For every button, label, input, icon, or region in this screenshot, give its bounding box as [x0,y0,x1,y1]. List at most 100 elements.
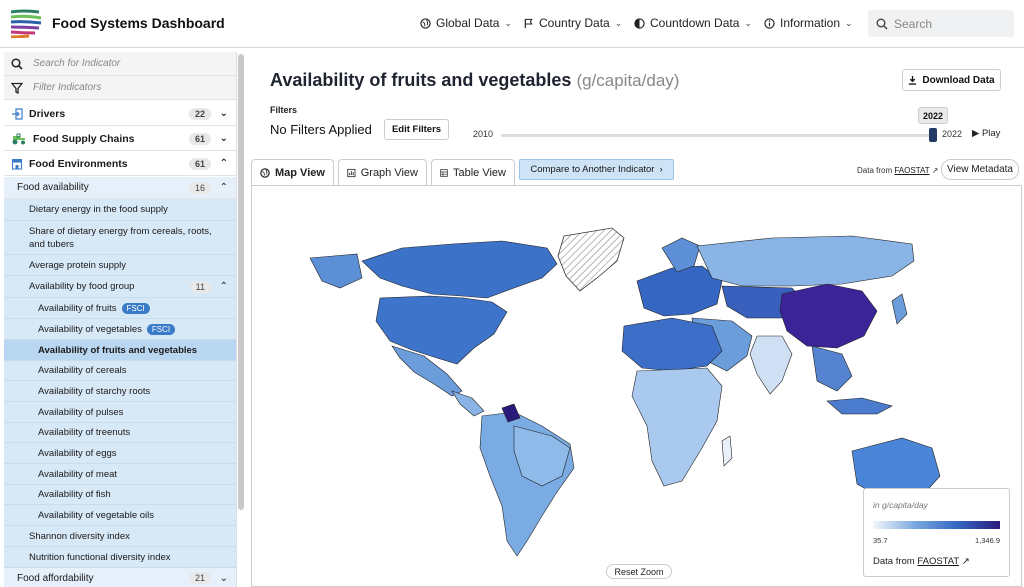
nav-country-data[interactable]: Country Data ⌄ [524,16,622,30]
main-content: Availability of fruits and vegetables (g… [248,48,1024,587]
download-data-label: Download Data [922,74,995,86]
year-slider-handle[interactable] [929,128,937,142]
legend-min-value: 35.7 [873,536,888,545]
chevron-up-icon[interactable]: ⌃ [219,281,228,292]
data-source-prefix: Data from [857,166,893,175]
page-title-text: Availability of fruits and vegetables [270,70,572,90]
compare-indicator-button[interactable]: Compare to Another Indicator › [519,159,674,180]
play-button[interactable]: ▶ Play [972,128,1000,139]
indicator-search-input[interactable] [33,58,213,69]
chevron-down-icon[interactable]: ⌄ [219,108,228,119]
download-data-button[interactable]: Download Data [902,69,1001,91]
year-start-label: 2010 [473,129,494,139]
list-item[interactable]: Dietary energy in the food supply [4,199,236,221]
list-item[interactable]: Availability of eggs [4,443,236,464]
world-choropleth-map[interactable] [252,186,1022,587]
list-item[interactable]: Average protein supply [4,255,236,276]
no-filters-text: No Filters Applied [270,122,372,137]
sidebar-scrollbar[interactable] [238,54,244,510]
chevron-up-icon[interactable]: ⌃ [219,158,228,169]
tab-graph-view[interactable]: Graph View [338,159,427,185]
list-item-label: Availability of cereals [38,365,127,376]
category-drivers-label: Drivers [29,107,66,120]
subcategory-food-affordability[interactable]: Food affordability 21 ⌄ [4,568,236,587]
africa-shape [631,367,723,487]
nav-countdown-data-label: Countdown Data [650,16,740,30]
tab-table-view[interactable]: Table View [431,159,515,185]
nav-countdown-data[interactable]: Countdown Data ⌄ [634,16,752,30]
globe-icon [420,17,431,29]
external-link-icon: ↗ [961,556,970,567]
arrow-into-box-icon [12,107,23,120]
chevron-down-icon: ⌄ [614,17,623,28]
year-end-label: 2022 [942,129,963,139]
list-item[interactable]: Availability of vegetables FSCI [4,319,236,340]
data-source-top: Data from FAOSTAT ↗ [857,166,938,175]
chevron-right-icon: › [659,164,663,175]
chevron-down-icon: ⌄ [744,17,752,28]
list-item[interactable]: Availability of fish [4,485,236,505]
nav-information[interactable]: Information ⌄ [764,16,853,30]
food-systems-logo-icon[interactable] [9,8,45,38]
data-source-link[interactable]: FAOSTAT [894,166,930,175]
legend-source-prefix: Data from [873,556,915,567]
indicator-filter-input[interactable] [33,82,213,93]
edit-filters-button[interactable]: Edit Filters [384,119,449,140]
list-item-label: Share of dietary energy from cereals, ro… [29,225,212,250]
play-label: Play [981,128,1001,139]
globe-icon [260,168,270,178]
view-metadata-button[interactable]: View Metadata [941,159,1019,180]
map-panel[interactable]: Reset Zoom in g/capita/day 35.7 1,346.9 … [251,185,1022,587]
indicator-filter[interactable] [4,76,236,100]
fsci-badge: FSCI [146,323,176,335]
brand-title[interactable]: Food Systems Dashboard [52,15,225,31]
list-item[interactable]: Availability of fruits FSCI [4,298,236,319]
alaska-shape [309,253,363,289]
brazil-shape [513,425,571,487]
tab-map-view[interactable]: Map View [251,159,334,186]
year-slider-track[interactable] [501,134,931,137]
table-icon [440,168,448,177]
subcategory-by-food-group[interactable]: Availability by food group 11 ⌃ [4,276,236,298]
nav-information-label: Information [780,16,841,30]
list-item-label: Availability of vegetables [38,323,142,335]
external-link-icon: ↗ [931,166,939,175]
list-item[interactable]: Availability of cereals [4,361,236,381]
nav-global-data[interactable]: Global Data ⌄ [420,16,512,30]
list-item[interactable]: Availability of starchy roots [4,381,236,402]
list-item[interactable]: Availability of pulses [4,402,236,423]
subcategory-food-availability[interactable]: Food availability 16 ⌃ [4,177,236,199]
list-item[interactable]: Nutrition functional diversity index [4,547,236,568]
reset-zoom-button[interactable]: Reset Zoom [606,564,672,579]
chevron-up-icon[interactable]: ⌃ [219,182,228,193]
storefront-icon [11,158,23,170]
indicator-search[interactable] [4,52,236,76]
map-legend: in g/capita/day 35.7 1,346.9 Data from F… [863,488,1010,577]
fsci-badge: FSCI [121,302,150,314]
count-badge: 61 [188,132,211,145]
list-item[interactable]: Shannon diversity index [4,526,236,547]
subcategory-food-availability-label: Food availability [17,182,89,193]
canada-shape [361,240,558,299]
global-search-input[interactable] [894,16,1004,31]
list-item[interactable]: Availability of meat [4,464,236,485]
category-food-supply-chains[interactable]: Food Supply Chains 61 ⌄ [4,127,236,151]
madagascar-shape [721,435,733,467]
legend-source-link[interactable]: FAOSTAT [917,556,960,567]
category-food-environments[interactable]: Food Environments 61 ⌃ [4,152,236,176]
legend-color-scale [873,521,1000,529]
flag-icon [524,18,533,28]
chevron-down-icon[interactable]: ⌄ [219,133,228,144]
china-shape [779,283,878,349]
list-item[interactable]: Share of dietary energy from cereals, ro… [4,221,236,255]
mexico-shape [391,345,463,397]
info-icon [764,17,775,29]
list-item[interactable]: Availability of vegetable oils [4,505,236,526]
tab-table-view-label: Table View [453,166,506,179]
chevron-down-icon[interactable]: ⌄ [219,572,228,584]
category-drivers[interactable]: Drivers 22 ⌄ [4,102,236,126]
list-item[interactable]: Availability of treenuts [4,423,236,443]
global-search[interactable] [868,10,1014,37]
search-icon [11,57,23,70]
list-item-selected[interactable]: Availability of fruits and vegetables [4,340,236,361]
